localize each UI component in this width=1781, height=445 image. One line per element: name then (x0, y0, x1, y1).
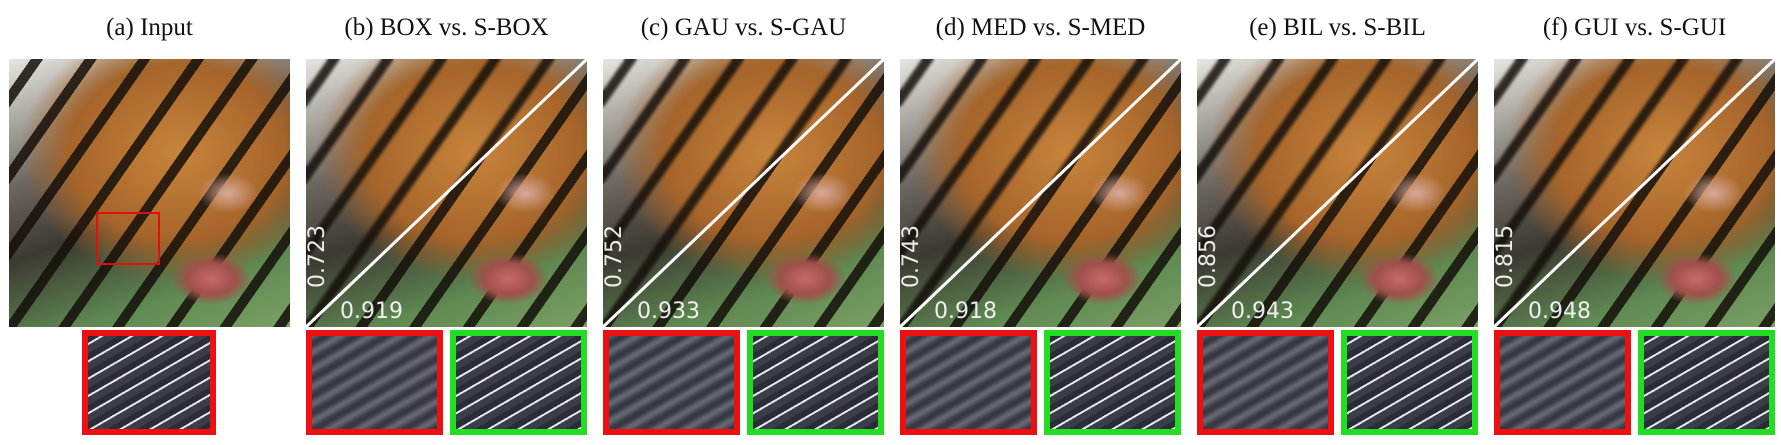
crop-blur (906, 336, 1031, 429)
crop-baseline (900, 330, 1037, 435)
panel-title: (d) MED vs. S-MED (935, 14, 1146, 41)
right-score: 0.919 (340, 299, 403, 324)
divider-line (900, 59, 1181, 327)
crop-ours (1341, 330, 1478, 435)
crop-blur (312, 336, 437, 429)
left-score: 0.856 (1197, 225, 1221, 288)
panel-title: (f) GUI vs. S-GUI (1542, 14, 1727, 41)
crop-baseline (1494, 330, 1631, 435)
divider (900, 59, 1181, 327)
crop-baseline (306, 330, 443, 435)
divider (1494, 59, 1775, 327)
crop-baseline (1197, 330, 1334, 435)
panel-image: 0.856 0.943 (1197, 59, 1478, 327)
panel-image: 0.815 0.948 (1494, 59, 1775, 327)
panel-image: 0.723 0.919 (306, 59, 587, 327)
left-score: 0.723 (306, 225, 330, 288)
crop-ours (450, 330, 587, 435)
crop-blur (1500, 336, 1625, 429)
left-score: 0.752 (603, 225, 627, 288)
panel-image: 0.743 0.918 (900, 59, 1181, 327)
crop-ours (747, 330, 884, 435)
left-score: 0.815 (1494, 225, 1518, 288)
panel-title: (c) GAU vs. S-GAU (640, 14, 847, 41)
crop-blur (1203, 336, 1328, 429)
roi-box (96, 212, 160, 265)
panel-title: (e) BIL vs. S-BIL (1249, 14, 1426, 41)
divider-line (306, 59, 587, 327)
divider (306, 59, 587, 327)
right-score: 0.948 (1528, 299, 1591, 324)
crop-ours (1044, 330, 1181, 435)
right-score: 0.918 (934, 299, 997, 324)
divider (1197, 59, 1478, 327)
crop-input (82, 330, 216, 435)
divider-line (1197, 59, 1478, 327)
divider-line (603, 59, 884, 327)
crop-baseline (603, 330, 740, 435)
panel-image: 0.752 0.933 (603, 59, 884, 327)
divider-line (1494, 59, 1775, 327)
divider (603, 59, 884, 327)
panel-title: (a) Input (106, 14, 193, 41)
panel-image (9, 59, 290, 327)
right-score: 0.943 (1231, 299, 1294, 324)
right-score: 0.933 (637, 299, 700, 324)
left-score: 0.743 (900, 225, 924, 288)
panel-title: (b) BOX vs. S-BOX (344, 14, 549, 41)
crop-ours (1638, 330, 1775, 435)
crop-blur (609, 336, 734, 429)
